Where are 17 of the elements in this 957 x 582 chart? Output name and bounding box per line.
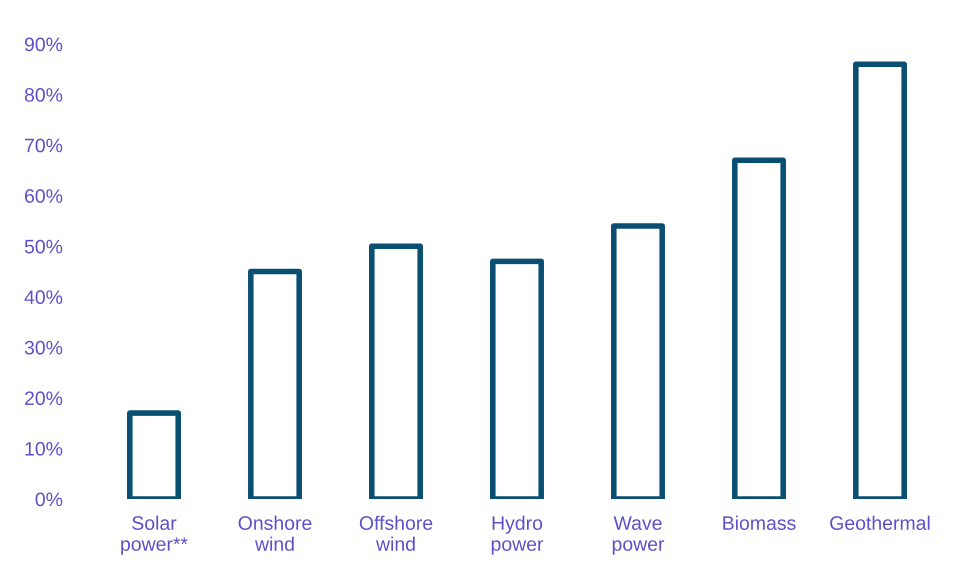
x-tick-label: Geothermal xyxy=(830,516,930,530)
y-tick-label: 0% xyxy=(36,492,62,506)
y-tick-label: 90% xyxy=(24,37,62,52)
x-tick-label: Biomass xyxy=(723,516,796,530)
x-tick-label: Hydro power xyxy=(492,516,544,555)
y-tick-label: 10% xyxy=(26,442,62,456)
y-tick-label: 30% xyxy=(24,340,62,355)
y-tick-label: 40% xyxy=(24,290,62,304)
y-tick-label: 20% xyxy=(25,391,62,406)
x-tick-label: Wave power xyxy=(612,516,664,555)
y-tick-label: 50% xyxy=(24,240,62,254)
x-tick-label: Offshore wind xyxy=(360,516,432,551)
x-tick-label: Solar power** xyxy=(121,516,188,555)
y-tick-label: 70% xyxy=(25,138,62,152)
y-tick-label: 80% xyxy=(24,88,62,102)
y-tick-label: 60% xyxy=(25,189,62,203)
x-tick-label: Onshore wind xyxy=(238,516,312,551)
